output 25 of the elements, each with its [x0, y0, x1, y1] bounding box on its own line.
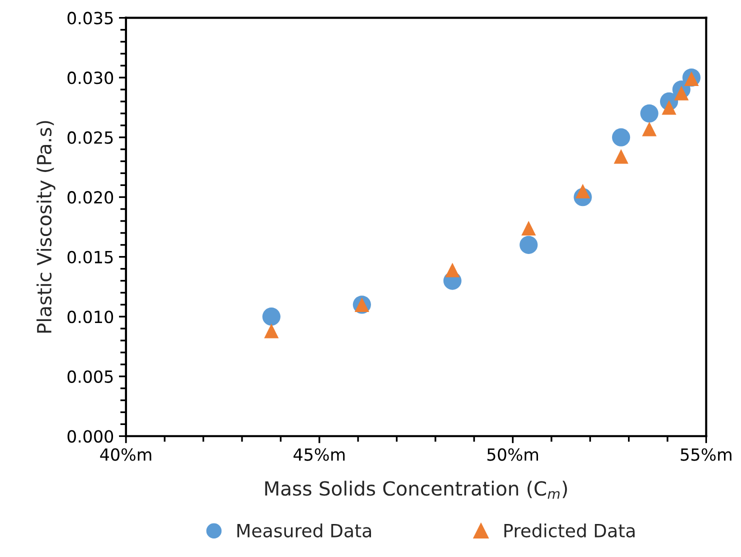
y-tick-label: 0.035 [68, 12, 113, 24]
y-tick-label: 0.010 [68, 310, 114, 324]
point [445, 262, 460, 278]
y-tick-label: 0.025 [68, 131, 113, 144]
legend-label: Measured Data [237, 523, 372, 538]
point [614, 149, 628, 164]
point [612, 128, 630, 146]
point [520, 236, 538, 254]
y-tick-label: 0.015 [68, 250, 113, 264]
point [264, 324, 279, 338]
x-tick-label: 45%m [294, 448, 345, 461]
x-axis-title: Mass Solids Concentration (C$_{m}$) [265, 480, 567, 499]
point [640, 104, 658, 122]
point [642, 122, 657, 136]
x-tick-label: 40%m [100, 448, 152, 461]
y-axis-title: Plastic Viscosity (Pa.s) [36, 121, 56, 333]
legend-label: Predicted Data [504, 523, 635, 538]
y-tick-label: 0.005 [68, 370, 113, 383]
y-tick-label: 0.000 [68, 430, 114, 443]
y-tick-label: 0.020 [68, 191, 114, 204]
x-tick-label: 55%m [680, 448, 732, 461]
point [262, 308, 280, 326]
y-tick-label: 0.030 [68, 72, 114, 84]
x-tick-label: 50%m [487, 448, 538, 461]
point [521, 220, 536, 236]
